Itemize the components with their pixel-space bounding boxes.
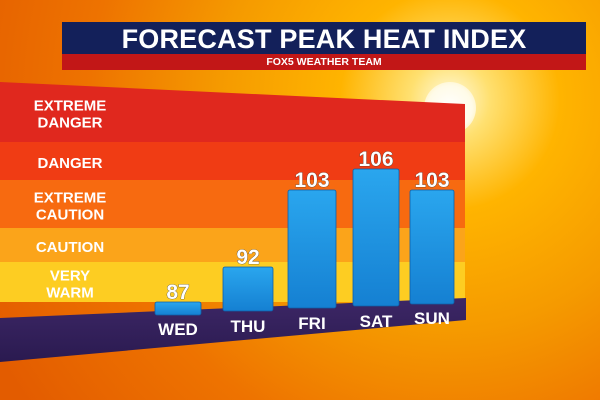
bar-series: 87 WED 92 THU 103 FRI 106 SAT 103 SUN <box>154 148 455 339</box>
axis-strip <box>0 298 466 362</box>
bar-value-label: 103 <box>294 169 329 192</box>
day-label: WED <box>158 320 198 339</box>
band-label: VERY <box>50 268 90 285</box>
bar <box>409 189 455 305</box>
band-label: EXTREME <box>34 98 107 115</box>
heat-bands: EXTREMEDANGERDANGEREXTREMECAUTIONCAUTION… <box>0 82 465 302</box>
bar-value-label: 92 <box>236 246 259 269</box>
band-label: CAUTION <box>36 239 104 256</box>
chart-title: FORECAST PEAK HEAT INDEX <box>121 24 527 54</box>
bar <box>154 301 202 316</box>
day-axis <box>0 298 466 362</box>
heat-band <box>0 82 465 142</box>
bar <box>222 266 274 312</box>
band-label: CAUTION <box>36 207 104 224</box>
bar <box>352 168 400 307</box>
subtitle-banner: FOX5 WEATHER TEAM <box>62 54 586 70</box>
day-label: SAT <box>360 312 393 331</box>
day-label: THU <box>231 317 266 336</box>
bar-value-label: 103 <box>414 169 449 192</box>
band-label: DANGER <box>37 115 102 132</box>
chart-subtitle: FOX5 WEATHER TEAM <box>266 56 382 68</box>
title-banner: FORECAST PEAK HEAT INDEX <box>62 22 586 54</box>
band-label: EXTREME <box>34 190 107 207</box>
heat-band <box>0 228 465 262</box>
day-label: SUN <box>414 309 450 328</box>
band-label: WARM <box>46 285 94 302</box>
bar-value-label: 87 <box>166 281 189 304</box>
heat-band <box>0 180 465 228</box>
heat-band <box>0 142 465 180</box>
bar-value-label: 106 <box>358 148 393 171</box>
bar <box>287 189 337 309</box>
band-label: DANGER <box>37 155 102 172</box>
day-label: FRI <box>298 314 325 333</box>
